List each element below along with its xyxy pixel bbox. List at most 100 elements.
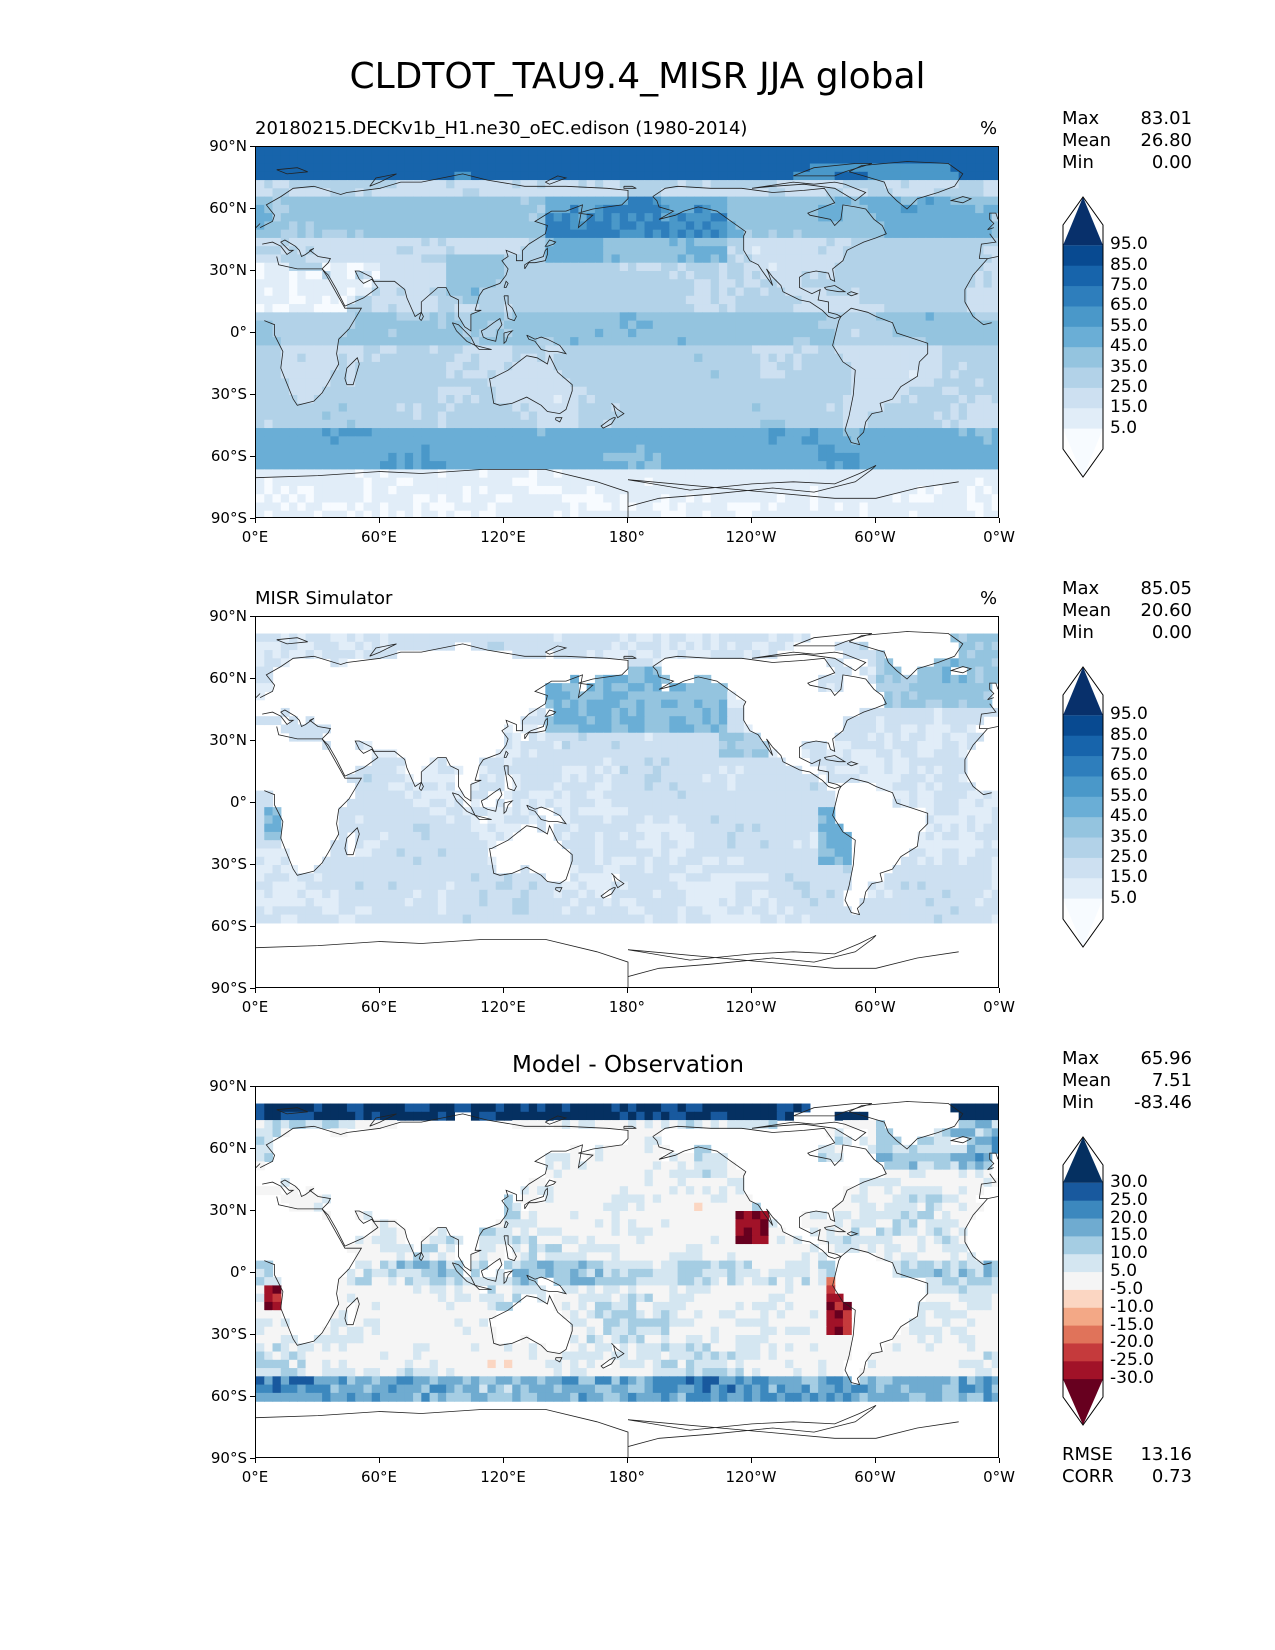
coastline xyxy=(259,643,998,802)
stats-block: Max 65.96 Mean 7.51 Min -83.46 xyxy=(1062,1048,1192,1114)
colorbar-tick-label: 35.0 xyxy=(1110,826,1148,847)
colorbar-tick-label: 15.0 xyxy=(1110,397,1148,418)
lon-tick xyxy=(627,518,628,523)
colorbar-tick-label: 10.0 xyxy=(1110,1243,1148,1264)
colorbar: 95.0 85.0 75.0 65.0 55.0 45.0 35.0 25.0 15.0 5.0 xyxy=(1062,666,1148,952)
lat-tick-label: 30°N xyxy=(209,261,247,279)
coastline xyxy=(545,175,568,185)
coastline xyxy=(652,1125,887,1259)
coastline xyxy=(503,330,514,345)
coastline xyxy=(832,307,929,446)
coastline xyxy=(600,417,616,429)
coastline xyxy=(264,1196,992,1346)
colorbar-swatch xyxy=(1063,387,1103,409)
coastline xyxy=(369,643,397,657)
colorbar: 30.0 25.0 20.0 15.0 10.0 5.0 -5.0 -10.0 -15.0 -20… xyxy=(1062,1136,1154,1430)
colorbar-tick-label: -30.0 xyxy=(1110,1368,1154,1389)
stat-max-label: Max xyxy=(1062,578,1100,599)
colorbar-swatch xyxy=(1063,245,1103,267)
lon-tick-label: 60°W xyxy=(854,998,896,1016)
coastline xyxy=(544,1179,557,1187)
coastline xyxy=(256,1152,998,1171)
colorbar-tick-label: 30.0 xyxy=(1110,1171,1148,1192)
coastline xyxy=(848,631,964,680)
stat-mean-label: Mean xyxy=(1062,600,1112,621)
coastline xyxy=(824,1225,847,1233)
colorbar-tick-label: 5.0 xyxy=(1110,887,1138,908)
coastline xyxy=(503,765,517,792)
colorbar-tick-label: 25.0 xyxy=(1110,846,1148,867)
coastline xyxy=(600,1357,616,1369)
lon-tick xyxy=(255,1458,256,1463)
coastline xyxy=(793,633,873,647)
metrics-block: RMSE 13.16 CORR 0.73 xyxy=(1062,1444,1192,1488)
colorbar-swatch xyxy=(1063,796,1103,818)
stat-min: 0.00 xyxy=(1151,152,1192,173)
colorbar-swatch xyxy=(1063,776,1103,798)
colorbar-swatch xyxy=(1063,1325,1103,1344)
coastline xyxy=(611,1343,625,1359)
panel-model: 20180215.DECKv1b_H1.ne30_oEC.edison (198… xyxy=(0,108,1275,588)
rmse-value: 13.16 xyxy=(1140,1444,1192,1465)
lon-tick-label: 120°E xyxy=(480,998,526,1016)
colorbar-tick-label: 65.0 xyxy=(1110,765,1148,786)
colorbar-tick-label: 35.0 xyxy=(1110,356,1148,377)
colorbar-graphic xyxy=(1062,666,1104,948)
lat-tick-label: 30°S xyxy=(210,385,247,403)
colorbar-tick-label: -10.0 xyxy=(1110,1296,1154,1317)
coastline xyxy=(526,1274,567,1295)
colorbar-tick-label: 95.0 xyxy=(1110,704,1148,725)
stat-max-label: Max xyxy=(1062,1048,1100,1069)
field-cells xyxy=(256,1103,998,1402)
coastline xyxy=(344,827,360,856)
colorbar-tick-label: 75.0 xyxy=(1110,745,1148,766)
colorbar-swatch xyxy=(1063,1272,1103,1291)
coastline xyxy=(545,1115,568,1125)
lon-tick xyxy=(379,988,380,993)
coastline xyxy=(600,887,616,899)
lat-tick-label: 60°S xyxy=(210,1387,247,1405)
coastline xyxy=(846,291,859,297)
coastline xyxy=(751,181,867,202)
lat-tick-label: 0° xyxy=(229,323,247,341)
coastline xyxy=(832,1247,929,1386)
colorbar-outline xyxy=(1062,196,1104,478)
colorbar: 95.0 85.0 75.0 65.0 55.0 45.0 35.0 25.0 15.0 5.0 xyxy=(1062,196,1148,482)
stat-mean-label: Mean xyxy=(1062,1070,1112,1091)
colorbar-swatch xyxy=(1063,1361,1103,1380)
colorbar-swatch xyxy=(1063,857,1103,879)
stat-min: 0.00 xyxy=(1151,622,1192,643)
colorbar-swatch xyxy=(1063,286,1103,307)
lon-tick-label: 0°W xyxy=(983,528,1015,546)
coastline xyxy=(256,1404,959,1457)
lat-tick-label: 90°S xyxy=(210,509,247,527)
stat-min-label: Min xyxy=(1062,1092,1094,1113)
coastline xyxy=(544,709,557,717)
lat-tick xyxy=(250,208,255,209)
coastline xyxy=(950,196,973,204)
coastline xyxy=(474,345,492,350)
stat-max: 83.01 xyxy=(1140,108,1192,129)
lat-tick xyxy=(250,1272,255,1273)
coastline xyxy=(344,1297,360,1326)
colorbar-swatch xyxy=(1063,1307,1103,1327)
coastline xyxy=(503,1235,517,1262)
coastline xyxy=(369,173,397,187)
lon-tick-label: 180° xyxy=(608,528,646,546)
coastline xyxy=(832,777,929,916)
panel-observation: MISR Simulator % 90°N 60°N 30°N 0° 30°S 60°S 9… xyxy=(0,578,1275,1058)
lon-tick-label: 120°E xyxy=(480,1468,526,1486)
lat-tick-label: 60°N xyxy=(209,199,247,217)
coastline xyxy=(848,161,964,210)
stat-max: 85.05 xyxy=(1140,578,1192,599)
coastline xyxy=(846,1231,859,1237)
colorbar-tick-label: 85.0 xyxy=(1110,724,1148,745)
colorbar-swatch xyxy=(1063,265,1103,287)
lat-tick-label: 60°S xyxy=(210,447,247,465)
coastline xyxy=(623,1125,637,1129)
colorbar-tick-label: 45.0 xyxy=(1110,806,1148,827)
coastline xyxy=(751,651,867,672)
coastline xyxy=(623,185,637,189)
coastline xyxy=(369,1113,397,1127)
coastline xyxy=(474,1285,492,1290)
